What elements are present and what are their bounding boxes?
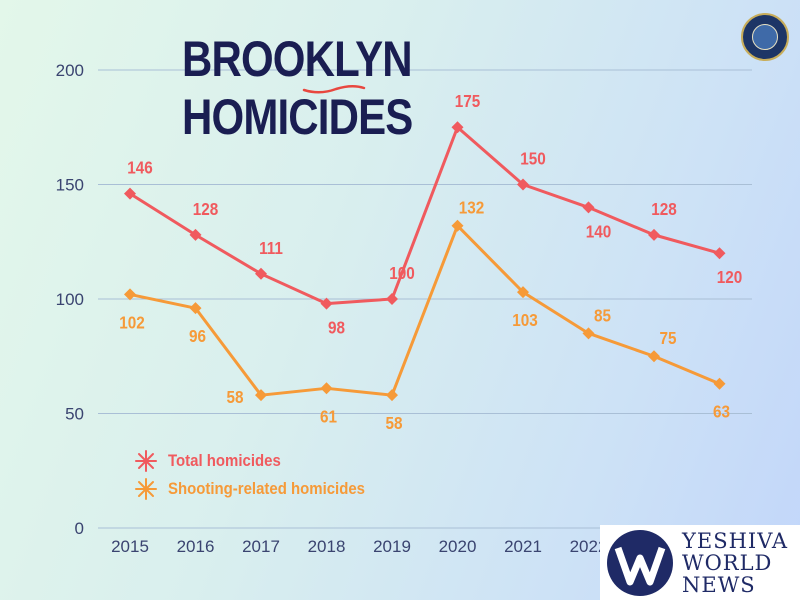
data-point xyxy=(386,389,398,402)
logo-line-3: NEWS xyxy=(682,572,756,597)
data-label: 98 xyxy=(328,317,345,337)
data-label: 111 xyxy=(259,238,283,258)
data-label: 132 xyxy=(459,198,485,218)
data-point xyxy=(255,389,267,402)
data-point xyxy=(451,219,464,232)
data-label: 58 xyxy=(226,387,243,407)
data-point xyxy=(517,286,529,299)
logo-line-1: YESHIVA xyxy=(682,528,789,553)
data-label: 102 xyxy=(119,312,145,332)
data-label: 128 xyxy=(651,199,677,219)
data-point xyxy=(517,178,529,191)
data-point xyxy=(189,302,202,315)
data-label: 103 xyxy=(512,310,538,330)
legend: Total homicides Shooting-related homicid… xyxy=(134,447,392,503)
title-line-2: HOMICIDES xyxy=(182,89,413,145)
data-point xyxy=(713,377,726,390)
logo-line-2: WORLD xyxy=(682,550,773,575)
data-point xyxy=(582,201,595,214)
district-attorney-seal-icon xyxy=(741,13,789,61)
data-label: 75 xyxy=(659,328,676,348)
data-labels: 146 128 111 98 100 175 150 140 128 120 102 96 58 61 58… xyxy=(119,91,742,433)
data-label: 85 xyxy=(594,305,611,325)
data-point xyxy=(124,187,136,200)
data-label: 140 xyxy=(586,221,612,241)
data-label: 100 xyxy=(389,263,415,283)
series-line-shooting xyxy=(129,224,721,397)
x-tick-label: 2020 xyxy=(439,537,477,556)
y-tick-label: 200 xyxy=(56,61,84,80)
x-tick-label: 2018 xyxy=(308,537,346,556)
x-tick-label: 2015 xyxy=(111,537,149,556)
asterisk-icon xyxy=(135,450,157,472)
data-point xyxy=(320,297,333,310)
data-label: 128 xyxy=(193,199,219,219)
data-label: 175 xyxy=(455,91,481,111)
data-label: 63 xyxy=(713,402,730,422)
data-point xyxy=(713,247,726,260)
data-label: 61 xyxy=(320,406,337,426)
data-point xyxy=(648,350,660,363)
series-line-total xyxy=(129,125,720,306)
y-tick-label: 0 xyxy=(75,519,84,538)
data-label: 120 xyxy=(717,267,743,287)
data-point xyxy=(451,121,464,134)
y-axis-ticks: 0 50 100 150 200 xyxy=(56,61,84,538)
data-label: 96 xyxy=(189,326,206,346)
data-label: 146 xyxy=(127,157,153,177)
y-tick-label: 100 xyxy=(56,290,84,309)
y-tick-label: 50 xyxy=(65,405,84,424)
data-label: 150 xyxy=(520,148,546,168)
legend-item-total: Total homicides xyxy=(134,447,392,475)
yeshiva-world-news-logo: YESHIVA WORLD NEWS xyxy=(600,525,800,600)
legend-item-shooting: Shooting-related homicides xyxy=(134,475,392,503)
data-point xyxy=(124,288,136,301)
x-tick-label: 2019 xyxy=(373,537,411,556)
y-tick-label: 150 xyxy=(56,176,84,195)
title-line-1: BROOKLYN xyxy=(182,31,413,87)
data-point xyxy=(320,382,333,395)
x-tick-label: 2016 xyxy=(177,537,215,556)
yeshiva-world-news-logo-icon xyxy=(607,529,673,596)
series-lines xyxy=(124,121,726,402)
legend-label-total: Total homicides xyxy=(168,451,281,470)
data-point xyxy=(255,267,267,280)
data-point xyxy=(386,293,398,305)
data-point xyxy=(648,228,660,241)
legend-label-shooting: Shooting-related homicides xyxy=(168,479,365,498)
chart-title: BROOKLYN HOMICIDES xyxy=(182,30,413,146)
data-point xyxy=(582,327,595,340)
title-underline-swoosh xyxy=(302,85,366,94)
x-tick-label: 2022 xyxy=(570,537,608,556)
data-label: 58 xyxy=(385,413,402,433)
logo-wordmark: YESHIVA WORLD NEWS xyxy=(682,530,788,596)
asterisk-icon xyxy=(135,478,157,500)
x-tick-label: 2021 xyxy=(504,537,542,556)
data-point xyxy=(189,228,202,241)
x-tick-label: 2017 xyxy=(242,537,280,556)
